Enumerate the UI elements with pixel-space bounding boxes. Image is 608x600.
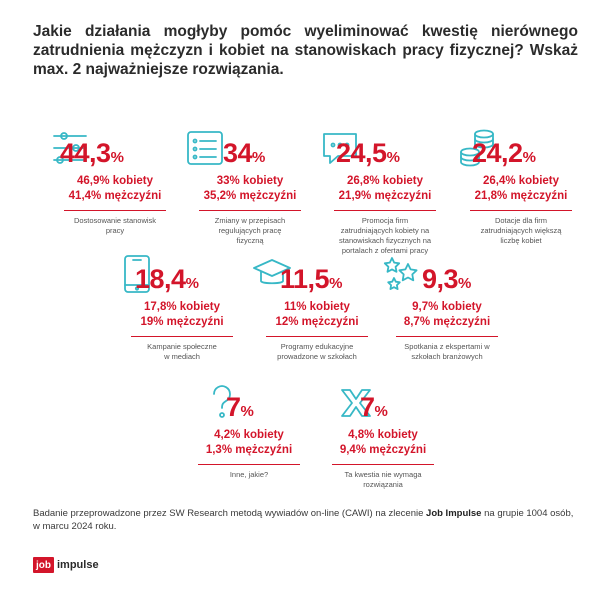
methodology-note: Badanie przeprowadzone przez SW Research…: [33, 508, 574, 532]
percentage: 7%: [226, 392, 254, 422]
percentage: 44,3%: [60, 138, 124, 168]
answer-label: Dostosowanie stanowisk pracy: [73, 216, 157, 235]
divider: [131, 336, 233, 337]
divider: [334, 210, 436, 211]
divider: [332, 464, 434, 465]
percentage: 18,4%: [135, 264, 199, 294]
gender-breakdown: 33% kobiety 35,2% mężczyźni: [203, 175, 297, 202]
brand-name: Job Impulse: [426, 508, 482, 519]
answer-label: Programy edukacyjne prowadzone w szkołac…: [277, 342, 357, 361]
x-icon: [336, 382, 376, 422]
gender-breakdown: 11% kobiety 12% mężczyźni: [275, 301, 359, 328]
logo-word: impulse: [57, 559, 99, 571]
answer-label: Kampanie społeczne w mediach: [147, 342, 217, 361]
gender-breakdown: 17,8% kobiety 19% mężczyźni: [140, 301, 224, 328]
gender-breakdown: 26,8% kobiety 21,9% mężczyźni: [338, 175, 432, 202]
divider: [199, 210, 301, 211]
chat-icon: [320, 128, 360, 168]
coins-icon: [458, 128, 498, 168]
answer-label: Spotkania z ekspertami w szkołach branżo…: [404, 342, 490, 361]
percentage: 11,5%: [280, 264, 343, 294]
gender-breakdown: 4,8% kobiety 9,4% mężczyźni: [339, 429, 427, 456]
percentage: 24,5%: [336, 138, 400, 168]
job-impulse-logo: job impulse: [33, 556, 99, 574]
question-icon: [202, 382, 242, 422]
sliders-icon: [50, 128, 90, 168]
divider: [266, 336, 368, 337]
answer-label: Inne, jakie?: [229, 470, 269, 479]
answer-label: Zmiany w przepisach regulujących pracę f…: [214, 216, 286, 245]
percentage: 9,3%: [422, 264, 472, 294]
divider: [64, 210, 166, 211]
list-icon: [185, 128, 225, 168]
stars-icon: [382, 254, 422, 294]
percentage: 24,2%: [472, 138, 536, 168]
logo-box: job: [33, 557, 54, 573]
percentage: 7%: [360, 392, 388, 422]
gender-breakdown: 9,7% kobiety 8,7% mężczyźni: [403, 301, 491, 328]
divider: [396, 336, 498, 337]
graduation-cap-icon: [252, 254, 292, 294]
divider: [198, 464, 300, 465]
page-title: Jakie działania mogłyby pomóc wyeliminow…: [33, 23, 578, 78]
answer-label: Ta kwestia nie wymaga rozwiązania: [344, 470, 422, 489]
answer-label: Dotacje dla firm zatrudniających większą…: [480, 216, 562, 245]
phone-icon: [117, 254, 157, 294]
answer-label: Promocja firm zatrudniających kobiety na…: [338, 216, 432, 255]
gender-breakdown: 46,9% kobiety 41,4% mężczyźni: [68, 175, 162, 202]
gender-breakdown: 26,4% kobiety 21,8% mężczyźni: [474, 175, 568, 202]
percentage: 34%: [223, 138, 266, 168]
gender-breakdown: 4,2% kobiety 1,3% mężczyźni: [205, 429, 293, 456]
divider: [470, 210, 572, 211]
